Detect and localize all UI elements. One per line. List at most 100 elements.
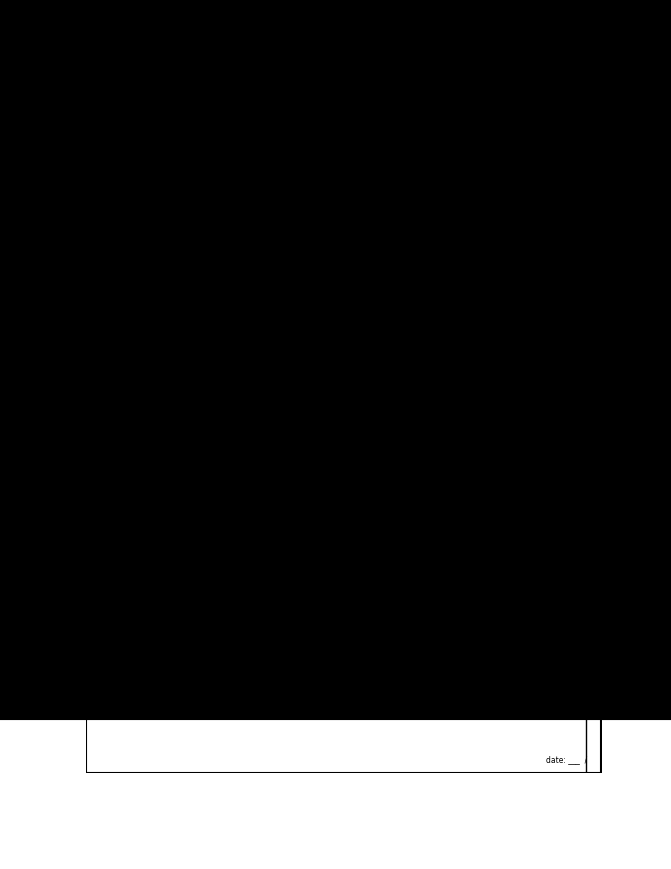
Text: 1: 1 — [272, 414, 277, 423]
Text: CIRC. PUMP: CIRC. PUMP — [445, 474, 489, 483]
Bar — [548, 326, 564, 336]
Text: A: A — [591, 352, 597, 362]
Bar — [397, 334, 413, 346]
Text: E: E — [591, 284, 597, 294]
Bar — [293, 175, 356, 242]
Bar — [279, 358, 296, 370]
Text: 2: 2 — [332, 567, 338, 575]
Bar — [209, 401, 262, 446]
Text: 4: 4 — [246, 414, 250, 423]
Text: 3: 3 — [315, 567, 321, 575]
Text: 4: 4 — [450, 225, 457, 235]
Bar — [457, 334, 474, 346]
Text: ZONE 3: ZONE 3 — [337, 433, 369, 441]
Text: R: R — [590, 378, 597, 387]
Bar — [107, 264, 167, 297]
Text: OR PUMP RELAY: OR PUMP RELAY — [89, 413, 150, 421]
Text: 3: 3 — [531, 214, 537, 224]
Bar — [326, 401, 380, 446]
Bar — [279, 315, 296, 327]
Bar — [107, 305, 162, 335]
Text: 1: 1 — [213, 414, 218, 423]
Text: 2: 2 — [403, 414, 408, 423]
Text: 1: 1 — [333, 492, 339, 501]
Text: 2: 2 — [333, 507, 339, 516]
Text: ZONE VALVE CONTROL: ZONE VALVE CONTROL — [288, 347, 415, 356]
Text: (TACO TYPE): (TACO TYPE) — [323, 555, 370, 565]
Bar — [548, 280, 564, 290]
Text: ZONE 5: ZONE 5 — [456, 433, 488, 441]
Text: C: C — [590, 344, 597, 353]
Bar — [225, 315, 242, 327]
Bar — [107, 338, 162, 358]
Text: POWER IN: POWER IN — [115, 273, 160, 282]
Text: O: O — [590, 369, 597, 378]
Text: T: T — [484, 293, 489, 302]
Text: VC4: VC4 — [333, 110, 353, 120]
Bar — [223, 275, 267, 305]
Text: 2  1  4  3: 2 1 4 3 — [198, 539, 235, 547]
Bar — [333, 315, 350, 327]
Text: ZONE 1: ZONE 1 — [220, 433, 252, 441]
Text: 4: 4 — [362, 414, 368, 423]
Text: T: T — [227, 293, 232, 302]
Text: T: T — [305, 293, 311, 302]
Text: T: T — [427, 293, 432, 302]
Bar — [268, 401, 322, 446]
Text: T(R): T(R) — [531, 203, 552, 213]
Bar — [209, 175, 272, 242]
Text: White-Rogers 1361 Hydronic Zone: White-Rogers 1361 Hydronic Zone — [197, 129, 491, 143]
Bar — [328, 275, 373, 305]
Bar — [445, 401, 499, 446]
Bar — [548, 295, 564, 305]
Bar — [541, 249, 580, 346]
Bar — [225, 358, 242, 370]
Bar — [333, 334, 350, 346]
Text: 4: 4 — [482, 414, 487, 423]
Bar — [397, 358, 413, 370]
Text: 4: 4 — [425, 414, 430, 423]
Text: 2: 2 — [460, 414, 465, 423]
Text: D: D — [590, 293, 597, 302]
Bar — [279, 334, 296, 346]
Text: THERMOSTAT: THERMOSTAT — [207, 163, 273, 173]
Text: 1: 1 — [366, 567, 372, 575]
Text: T: T — [591, 361, 597, 370]
Text: 8 WIRE ZONE VALVE: 8 WIRE ZONE VALVE — [308, 548, 385, 557]
Text: 2: 2 — [224, 414, 229, 423]
Text: 3: 3 — [450, 214, 457, 224]
Text: ZONE 2: ZONE 2 — [279, 433, 311, 441]
Text: Valve  w/ Taco Zone Valve Control: Valve w/ Taco Zone Valve Control — [199, 140, 488, 155]
Text: T: T — [333, 293, 338, 302]
Text: SWITCH: SWITCH — [117, 373, 152, 382]
Bar — [548, 264, 564, 275]
Text: 1: 1 — [450, 414, 454, 423]
Text: Right TT Screw: Right TT Screw — [319, 231, 387, 241]
Text: 2: 2 — [531, 225, 537, 235]
Bar — [457, 315, 474, 327]
Text: T: T — [360, 293, 364, 302]
Text: 1: 1 — [450, 192, 457, 202]
Text: 1: 1 — [330, 414, 335, 423]
Text: 3: 3 — [294, 414, 299, 423]
Text: Honeywell VC4: Honeywell VC4 — [311, 576, 374, 586]
Bar — [333, 358, 350, 370]
Text: date: ___  /: date: ___ / — [546, 755, 587, 764]
Text: ZONE 4: ZONE 4 — [401, 277, 435, 286]
Text: T: T — [278, 293, 284, 302]
Text: T: T — [401, 293, 405, 302]
Bar — [309, 469, 384, 547]
Bar — [225, 334, 242, 346]
Bar — [548, 310, 564, 321]
Text: WHITE-ROGERS 1361: WHITE-ROGERS 1361 — [192, 548, 273, 557]
Text: T: T — [457, 293, 462, 302]
Text: ZONE 2: ZONE 2 — [280, 277, 313, 286]
Text: 1: 1 — [393, 414, 397, 423]
Bar — [192, 469, 272, 547]
Text: 24 VAC: 24 VAC — [121, 283, 153, 292]
Text: TO: TRANSFORMER: TO: TRANSFORMER — [97, 246, 178, 255]
Text: 3: 3 — [235, 414, 240, 423]
Text: TO: TAT ON BOILER: TO: TAT ON BOILER — [89, 404, 162, 413]
Text: D: D — [590, 327, 597, 336]
Text: THERMOSTAT: THERMOSTAT — [293, 163, 358, 173]
